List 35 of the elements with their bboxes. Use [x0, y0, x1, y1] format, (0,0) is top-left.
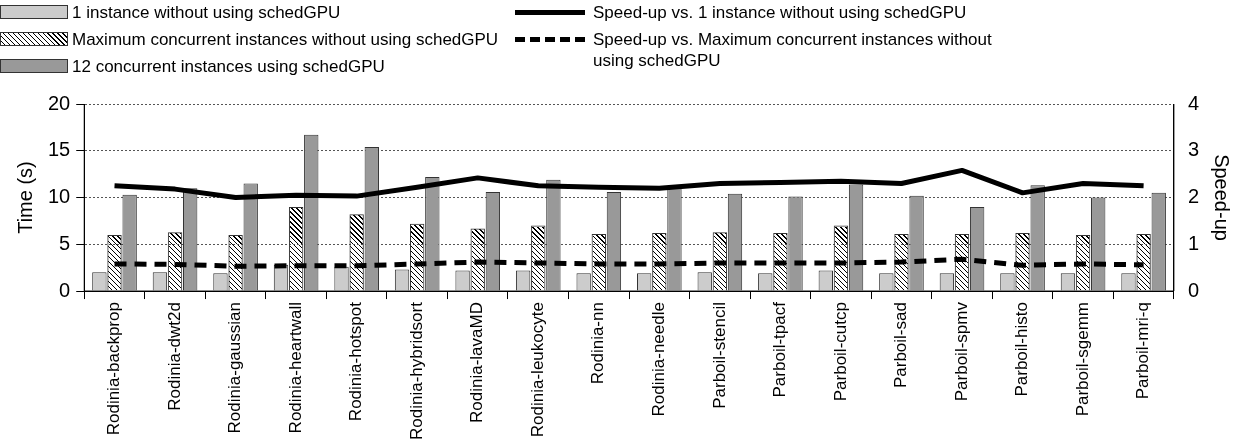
- y-tick-label: 15: [48, 138, 71, 161]
- y-tick-label: 0: [59, 278, 71, 301]
- legend-label: 12 concurrent instances using schedGPU: [72, 56, 385, 77]
- y-tick-label: 10: [48, 185, 71, 208]
- y2-tick-label: 2: [1187, 185, 1199, 208]
- x-tick-label: Parboil-histo: [1012, 302, 1032, 397]
- legend-label: 1 instance without using schedGPU: [72, 2, 341, 23]
- y-tick-label: 20: [48, 91, 71, 114]
- y2-tick-label: 0: [1187, 278, 1199, 301]
- x-tick-label: Rodinia-heartwall: [285, 302, 305, 434]
- y-tick-label: 5: [59, 231, 71, 254]
- x-tick-label: Rodinia-nn: [588, 302, 608, 385]
- y2-tick-label: 3: [1187, 138, 1199, 161]
- y2-tick-label: 4: [1187, 91, 1199, 114]
- legend-label: Speed-up vs. 1 instance without using schedGPU: [593, 2, 967, 23]
- x-tick-label: Rodinia-dwt2d: [164, 302, 184, 411]
- x-tick-label: Parboil-tpacf: [770, 301, 790, 398]
- legend-label: Maximum concurrent instances without using schedGPU: [72, 29, 499, 50]
- x-tick-label: Parboil-spmv: [951, 301, 971, 402]
- y-axis-title: Time (s): [13, 161, 36, 234]
- x-tick-label: Parboil-stencil: [709, 302, 729, 409]
- x-tick-label: Parboil-cutcp: [830, 302, 850, 402]
- x-tick-label: Rodinia-hybridsort: [406, 301, 426, 440]
- x-tick-label: Parboil-mri-q: [1133, 302, 1153, 400]
- x-tick-label: Parboil-sgemm: [1072, 302, 1092, 417]
- y2-axis-title: Speed-up: [1211, 154, 1234, 241]
- x-tick-label: Parboil-sad: [891, 302, 911, 389]
- x-tick-label: Rodinia-backprop: [104, 302, 124, 436]
- legend-label: Speed-up vs. Maximum concurrent instances without using schedGPU: [593, 29, 993, 71]
- x-tick-label: Rodinia-leukocyte: [527, 302, 547, 438]
- y2-tick-label: 1: [1187, 231, 1199, 254]
- x-tick-label: Rodinia-lavaMD: [467, 302, 487, 423]
- x-tick-label: Rodinia-hotspot: [346, 301, 366, 422]
- x-tick-label: Rodinia-needle: [649, 302, 669, 417]
- x-tick-label: Rodinia-gaussian: [225, 302, 245, 434]
